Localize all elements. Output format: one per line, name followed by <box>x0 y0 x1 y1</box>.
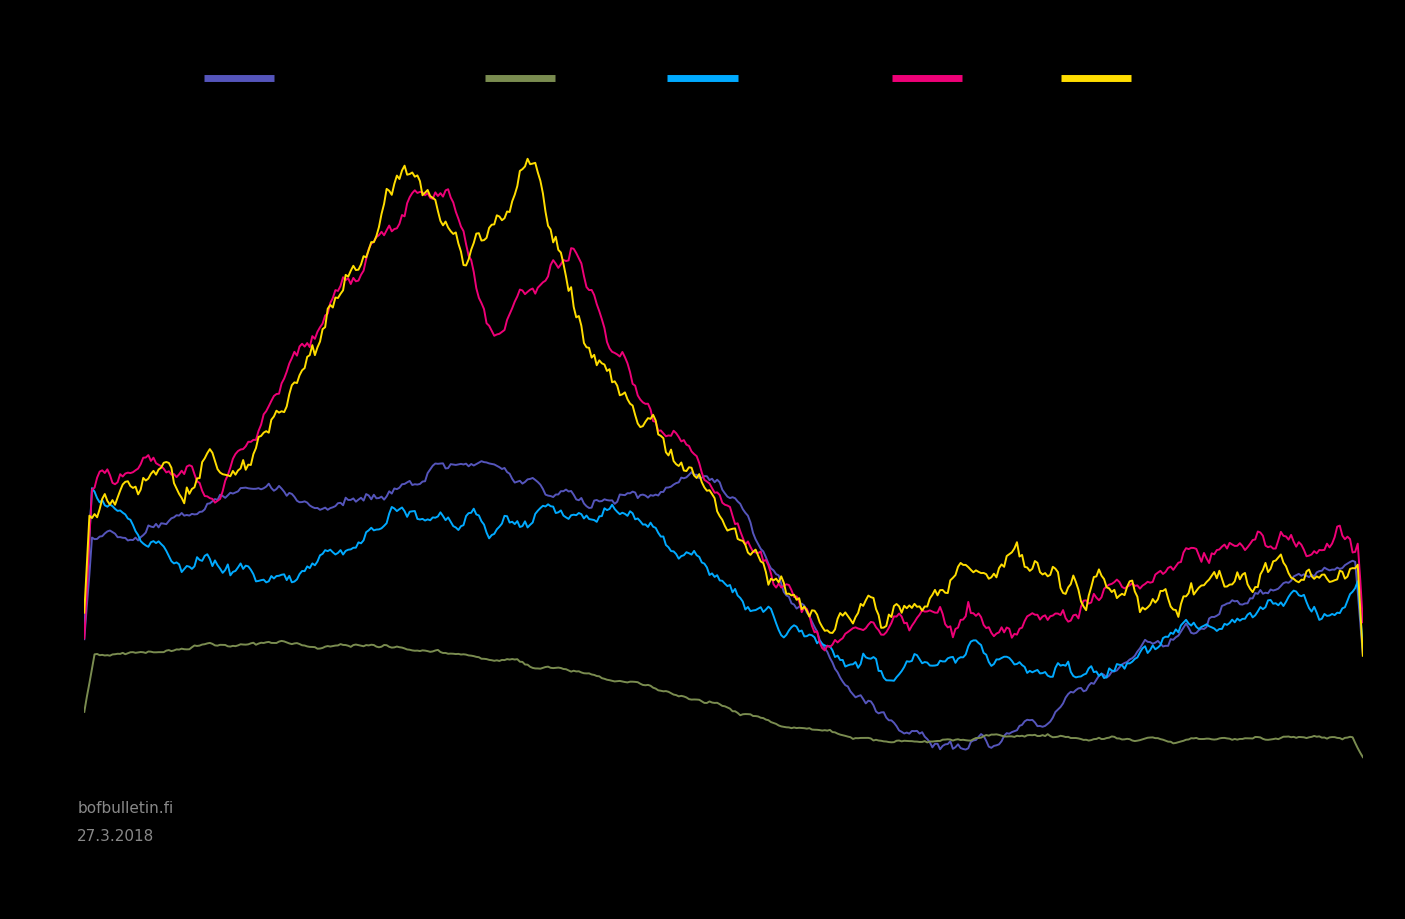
Text: 27.3.2018: 27.3.2018 <box>77 829 155 844</box>
Text: bofbulletin.fi: bofbulletin.fi <box>77 801 174 816</box>
